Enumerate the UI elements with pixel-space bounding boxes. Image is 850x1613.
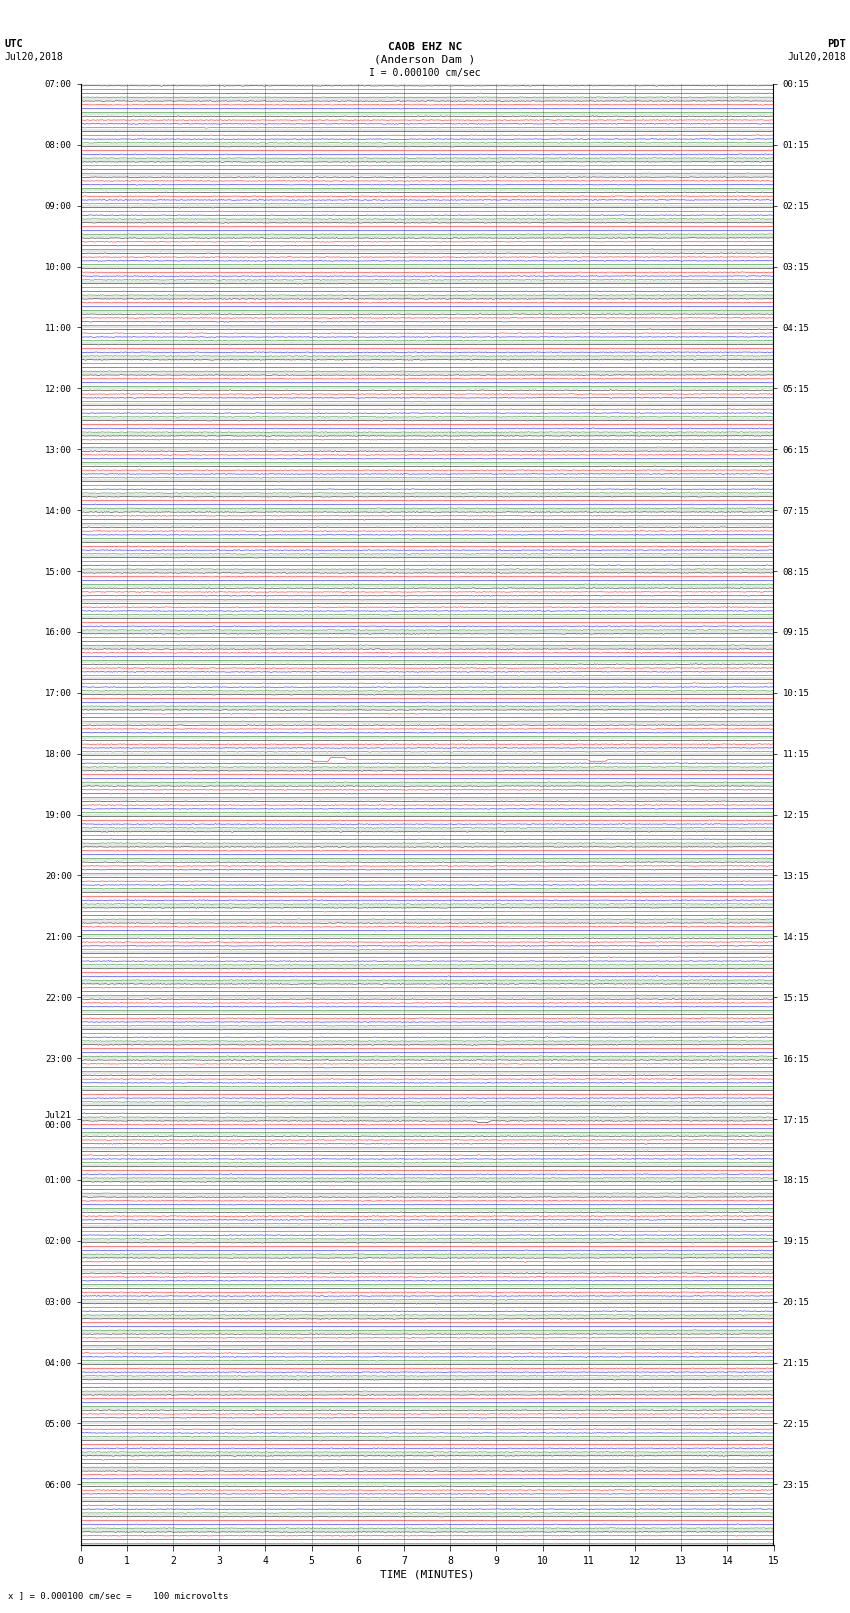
Text: (Anderson Dam ): (Anderson Dam ) [374, 55, 476, 65]
Text: x ] = 0.000100 cm/sec =    100 microvolts: x ] = 0.000100 cm/sec = 100 microvolts [8, 1590, 229, 1600]
Text: Jul20,2018: Jul20,2018 [4, 52, 63, 61]
Text: CAOB EHZ NC: CAOB EHZ NC [388, 42, 462, 52]
Text: PDT: PDT [827, 39, 846, 48]
X-axis label: TIME (MINUTES): TIME (MINUTES) [380, 1569, 474, 1579]
Text: UTC: UTC [4, 39, 23, 48]
Text: Jul20,2018: Jul20,2018 [787, 52, 846, 61]
Text: I = 0.000100 cm/sec: I = 0.000100 cm/sec [369, 68, 481, 77]
